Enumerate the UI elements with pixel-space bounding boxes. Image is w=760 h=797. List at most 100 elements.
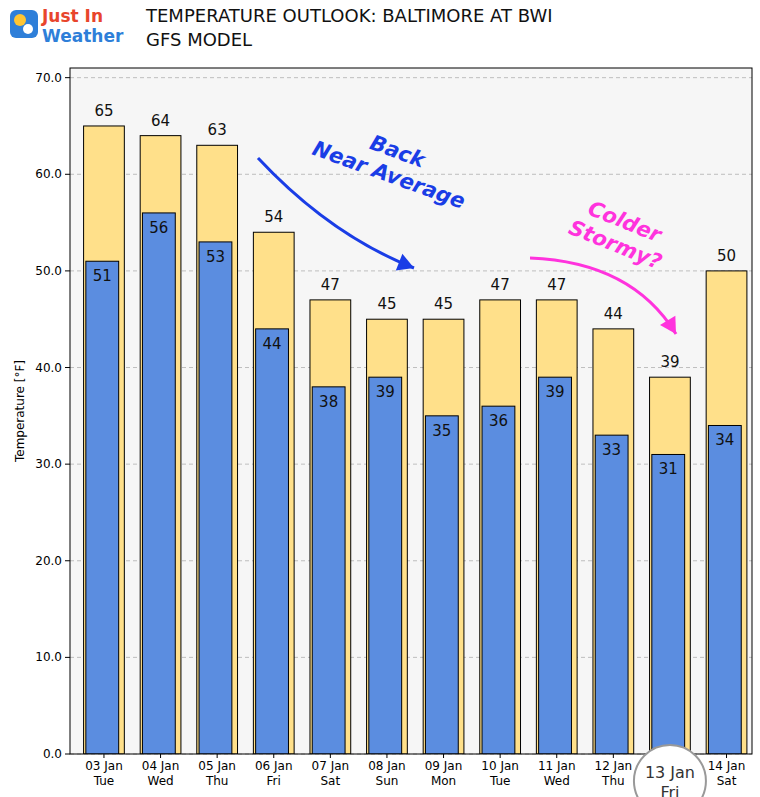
y-tick-label: 10.0 xyxy=(35,650,62,664)
low-bar xyxy=(199,242,232,754)
x-tick xyxy=(386,754,387,758)
x-tick-label: 05 JanThu xyxy=(198,759,236,788)
x-tick xyxy=(556,754,557,758)
data-label: 36 xyxy=(489,412,508,430)
high-bar xyxy=(593,329,634,754)
y-tick xyxy=(65,657,70,658)
logo-sun xyxy=(14,14,26,26)
data-label: 39 xyxy=(545,383,564,401)
data-label: 54 xyxy=(264,208,283,226)
high-bar xyxy=(140,136,181,754)
annotation: BackNear Average xyxy=(309,113,477,214)
low-bar xyxy=(86,261,119,754)
y-tick xyxy=(65,754,70,755)
data-label: 44 xyxy=(604,305,623,323)
bars xyxy=(84,126,747,754)
x-tick-label: 13 JanFri xyxy=(645,763,695,797)
x-tick-label: 06 JanFri xyxy=(255,759,293,788)
data-label: 56 xyxy=(149,219,168,237)
low-bar xyxy=(425,416,458,754)
high-bar xyxy=(310,300,351,754)
data-label: 31 xyxy=(659,460,678,478)
y-tick-label: 30.0 xyxy=(35,457,62,471)
data-label: 47 xyxy=(491,276,510,294)
y-tick xyxy=(65,174,70,175)
low-bar xyxy=(708,425,741,754)
y-tick-label: 40.0 xyxy=(35,361,62,375)
data-label: 65 xyxy=(94,102,113,120)
high-bar xyxy=(84,126,125,754)
high-bar xyxy=(706,271,747,754)
data-label: 47 xyxy=(321,276,340,294)
y-tick xyxy=(65,367,70,368)
brand: Just InWeather xyxy=(41,6,124,46)
highlight-circle xyxy=(634,745,706,797)
x-tick-label: 08 JanSun xyxy=(368,759,406,788)
low-bar xyxy=(312,387,345,754)
high-bar xyxy=(253,232,294,754)
annotation-arrowhead xyxy=(660,316,676,334)
x-tick xyxy=(613,754,614,758)
high-bar xyxy=(480,300,521,754)
logo-cloud xyxy=(23,24,33,34)
low-bar xyxy=(652,454,685,754)
data-label: 39 xyxy=(376,383,395,401)
data-label: 35 xyxy=(432,422,451,440)
x-tick-label: 09 JanMon xyxy=(425,759,463,788)
data-label: 39 xyxy=(660,353,679,371)
y-tick-label: 0.0 xyxy=(43,747,62,761)
low-bar xyxy=(539,377,572,754)
data-label: 50 xyxy=(717,247,736,265)
plot-background xyxy=(70,68,752,754)
x-tick-label: 14 JanSat xyxy=(708,759,746,788)
x-tick xyxy=(330,754,331,758)
x-tick xyxy=(726,754,727,758)
y-axis-label: Temperature [°F] xyxy=(13,360,27,463)
high-bar xyxy=(423,319,464,754)
data-label: 45 xyxy=(434,295,453,313)
low-bar xyxy=(482,406,515,754)
y-tick xyxy=(65,560,70,561)
grid-line xyxy=(70,77,752,78)
y-tick xyxy=(65,77,70,78)
data-label: 45 xyxy=(377,295,396,313)
data-label: 64 xyxy=(151,112,170,130)
plot-frame xyxy=(70,68,752,754)
y-tick-label: 60.0 xyxy=(35,167,62,181)
data-label: 53 xyxy=(206,248,225,266)
data-label: 47 xyxy=(547,276,566,294)
x-tick xyxy=(160,754,161,758)
x-tick xyxy=(103,754,104,758)
low-bar xyxy=(369,377,402,754)
low-bar xyxy=(256,329,289,754)
y-tick xyxy=(65,464,70,465)
y-tick-label: 50.0 xyxy=(35,264,62,278)
data-label: 51 xyxy=(93,267,112,285)
annotation: ColderStormy? xyxy=(565,192,674,274)
high-bar xyxy=(536,300,577,754)
logo-icon xyxy=(10,10,38,38)
high-bar xyxy=(650,377,691,754)
low-bar xyxy=(142,213,175,754)
x-tick xyxy=(443,754,444,758)
y-tick xyxy=(65,270,70,271)
x-tick-label: 04 JanWed xyxy=(142,759,180,788)
data-label: 38 xyxy=(319,393,338,411)
data-label: 34 xyxy=(715,431,734,449)
x-tick xyxy=(273,754,274,758)
x-tick-label: 03 JanTue xyxy=(85,759,123,788)
data-label: 44 xyxy=(263,335,282,353)
title: TEMPERATURE OUTLOOK: BALTIMORE AT BWI xyxy=(145,5,553,26)
subtitle: GFS MODEL xyxy=(146,29,252,50)
y-tick-label: 20.0 xyxy=(35,554,62,568)
x-tick xyxy=(217,754,218,758)
y-tick-label: 70.0 xyxy=(35,71,62,85)
annotation-arrowhead xyxy=(396,254,414,271)
data-label: 33 xyxy=(602,441,621,459)
high-bar xyxy=(367,319,408,754)
x-tick-label: 10 JanTue xyxy=(481,759,519,788)
low-bar xyxy=(595,435,628,754)
x-tick-label: 12 JanThu xyxy=(595,759,633,788)
high-bar xyxy=(197,145,238,754)
x-tick xyxy=(500,754,501,758)
